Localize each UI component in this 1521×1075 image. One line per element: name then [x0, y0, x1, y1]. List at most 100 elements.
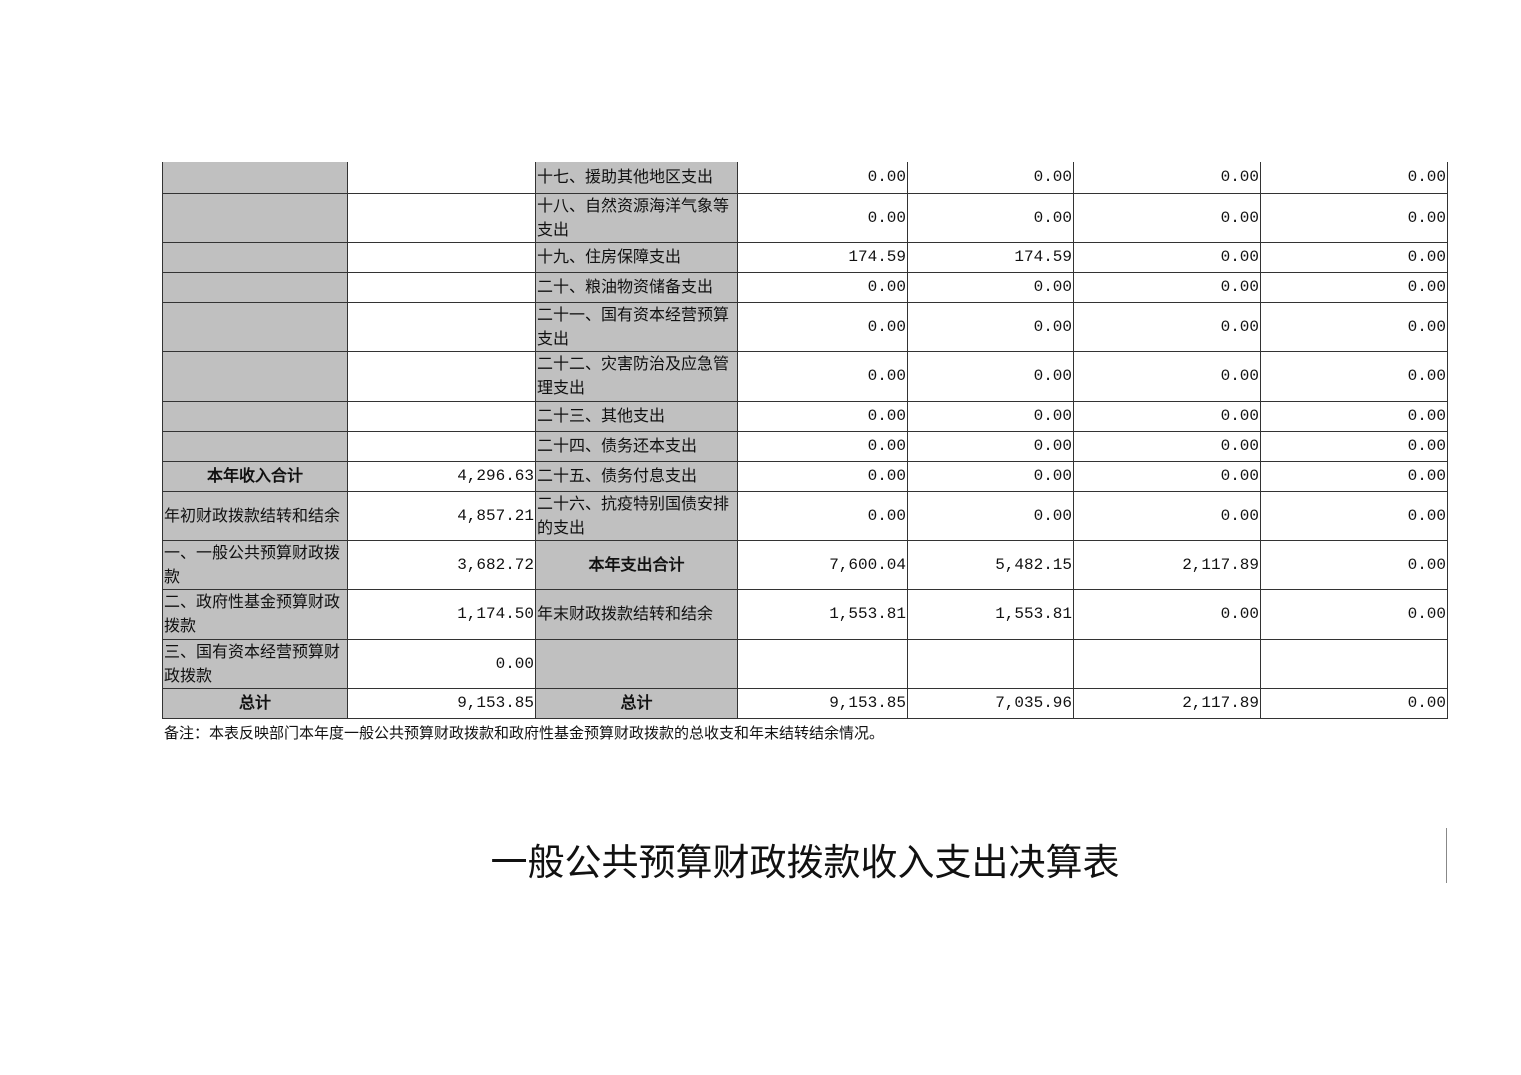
table-note: 备注：本表反映部门本年度一般公共预算财政拨款和政府性基金预算财政拨款的总收支和年… [164, 724, 885, 742]
income-item-value [347, 400, 536, 432]
expense-general-budget: 0.00 [907, 430, 1074, 462]
expense-total: 9,153.85 [737, 687, 908, 719]
income-item-value: 1,174.50 [347, 588, 536, 640]
expense-government-fund: 0.00 [1073, 400, 1261, 432]
income-item-label [162, 400, 348, 432]
expense-total: 0.00 [737, 400, 908, 432]
expense-government-fund: 0.00 [1073, 162, 1261, 194]
expense-total: 0.00 [737, 162, 908, 194]
expense-government-fund: 0.00 [1073, 241, 1261, 273]
expense-item-label: 二十四、债务还本支出 [535, 430, 738, 462]
expense-item-label: 年末财政拨款结转和结余 [535, 588, 738, 640]
table-row: 本年收入合计 4,296.63 二十五、债务付息支出 0.00 0.00 0.00 0.00 [162, 460, 1448, 492]
income-item-value [347, 350, 536, 402]
expense-total: 0.00 [737, 350, 908, 402]
expense-state-capital: 0.00 [1260, 271, 1448, 303]
expense-general-budget: 0.00 [907, 192, 1074, 243]
table-row: 二十一、国有资本经营预算支出 0.00 0.00 0.00 0.00 [162, 301, 1448, 352]
table-row: 十七、援助其他地区支出 0.00 0.00 0.00 0.00 [162, 162, 1448, 194]
income-item-value: 3,682.72 [347, 539, 536, 590]
table-row: 二、政府性基金预算财政拨款 1,174.50 年末财政拨款结转和结余 1,553.81… [162, 588, 1448, 640]
expense-total: 1,553.81 [737, 588, 908, 640]
table-row: 十九、住房保障支出 174.59 174.59 0.00 0.00 [162, 241, 1448, 273]
expense-government-fund: 2,117.89 [1073, 539, 1261, 590]
expense-item-label: 总计 [535, 687, 738, 719]
table-row: 二十三、其他支出 0.00 0.00 0.00 0.00 [162, 400, 1448, 432]
expense-general-budget: 7,035.96 [907, 687, 1074, 719]
income-item-label [162, 430, 348, 462]
income-item-label: 一、一般公共预算财政拨款 [162, 539, 348, 590]
expense-state-capital: 0.00 [1260, 162, 1448, 194]
income-item-value [347, 271, 536, 303]
expense-total: 0.00 [737, 192, 908, 243]
expense-total: 174.59 [737, 241, 908, 273]
expense-item-label: 二十一、国有资本经营预算支出 [535, 301, 738, 352]
expense-item-label: 二十六、抗疫特别国债安排的支出 [535, 490, 738, 541]
expense-general-budget: 5,482.15 [907, 539, 1074, 590]
expense-general-budget: 0.00 [907, 350, 1074, 402]
table-row: 二十二、灾害防治及应急管理支出 0.00 0.00 0.00 0.00 [162, 350, 1448, 402]
income-item-value: 4,296.63 [347, 460, 536, 492]
expense-general-budget: 0.00 [907, 490, 1074, 541]
expense-general-budget: 0.00 [907, 301, 1074, 352]
expense-state-capital: 0.00 [1260, 400, 1448, 432]
income-item-value [347, 301, 536, 352]
expense-item-label: 二十五、债务付息支出 [535, 460, 738, 492]
income-item-label: 本年收入合计 [162, 460, 348, 492]
income-item-label [162, 241, 348, 273]
income-item-label [162, 350, 348, 402]
expense-item-label [535, 638, 738, 689]
expense-total: 0.00 [737, 490, 908, 541]
expense-item-label: 十八、自然资源海洋气象等支出 [535, 192, 738, 243]
expense-item-label: 二十二、灾害防治及应急管理支出 [535, 350, 738, 402]
expense-general-budget: 174.59 [907, 241, 1074, 273]
expense-state-capital: 0.00 [1260, 241, 1448, 273]
income-item-value [347, 162, 536, 194]
expense-total [737, 638, 908, 689]
table-row: 一、一般公共预算财政拨款 3,682.72 本年支出合计 7,600.04 5,482.… [162, 539, 1448, 590]
income-item-value [347, 430, 536, 462]
expense-general-budget: 1,553.81 [907, 588, 1074, 640]
income-item-label [162, 192, 348, 243]
table-row: 三、国有资本经营预算财政拨款 0.00 [162, 638, 1448, 689]
expense-state-capital: 0.00 [1260, 588, 1448, 640]
expense-government-fund: 0.00 [1073, 490, 1261, 541]
expense-government-fund: 0.00 [1073, 350, 1261, 402]
income-item-value [347, 192, 536, 243]
income-item-label [162, 301, 348, 352]
expense-government-fund: 0.00 [1073, 460, 1261, 492]
expense-government-fund: 0.00 [1073, 301, 1261, 352]
table-row: 二十四、债务还本支出 0.00 0.00 0.00 0.00 [162, 430, 1448, 462]
table-row: 十八、自然资源海洋气象等支出 0.00 0.00 0.00 0.00 [162, 192, 1448, 243]
expense-item-label: 二十、粮油物资储备支出 [535, 271, 738, 303]
expense-government-fund: 0.00 [1073, 588, 1261, 640]
expense-general-budget: 0.00 [907, 162, 1074, 194]
budget-table: 十七、援助其他地区支出 0.00 0.00 0.00 0.00 十八、自然资源海洋气象等支… [162, 162, 1448, 719]
table-row: 二十、粮油物资储备支出 0.00 0.00 0.00 0.00 [162, 271, 1448, 303]
income-item-label: 二、政府性基金预算财政拨款 [162, 588, 348, 640]
expense-total: 0.00 [737, 430, 908, 462]
next-section-title: 一般公共预算财政拨款收入支出决算表 [490, 841, 1120, 884]
income-item-label [162, 271, 348, 303]
expense-total: 7,600.04 [737, 539, 908, 590]
income-item-label: 总计 [162, 687, 348, 719]
expense-item-label: 十九、住房保障支出 [535, 241, 738, 273]
expense-government-fund: 0.00 [1073, 192, 1261, 243]
expense-general-budget: 0.00 [907, 400, 1074, 432]
expense-government-fund [1073, 638, 1261, 689]
expense-item-label: 十七、援助其他地区支出 [535, 162, 738, 194]
expense-total: 0.00 [737, 460, 908, 492]
expense-item-label: 二十三、其他支出 [535, 400, 738, 432]
expense-general-budget: 0.00 [907, 271, 1074, 303]
expense-government-fund: 0.00 [1073, 271, 1261, 303]
expense-state-capital: 0.00 [1260, 490, 1448, 541]
divider [1446, 828, 1447, 883]
table-body: 十七、援助其他地区支出 0.00 0.00 0.00 0.00 十八、自然资源海洋气象等支… [162, 162, 1448, 719]
table-row: 总计 9,153.85 总计 9,153.85 7,035.96 2,117.89 0.00 [162, 687, 1448, 719]
income-item-label [162, 162, 348, 194]
table-row: 年初财政拨款结转和结余 4,857.21 二十六、抗疫特别国债安排的支出 0.00 0.… [162, 490, 1448, 541]
expense-state-capital [1260, 638, 1448, 689]
expense-state-capital: 0.00 [1260, 687, 1448, 719]
income-item-value [347, 241, 536, 273]
expense-state-capital: 0.00 [1260, 301, 1448, 352]
